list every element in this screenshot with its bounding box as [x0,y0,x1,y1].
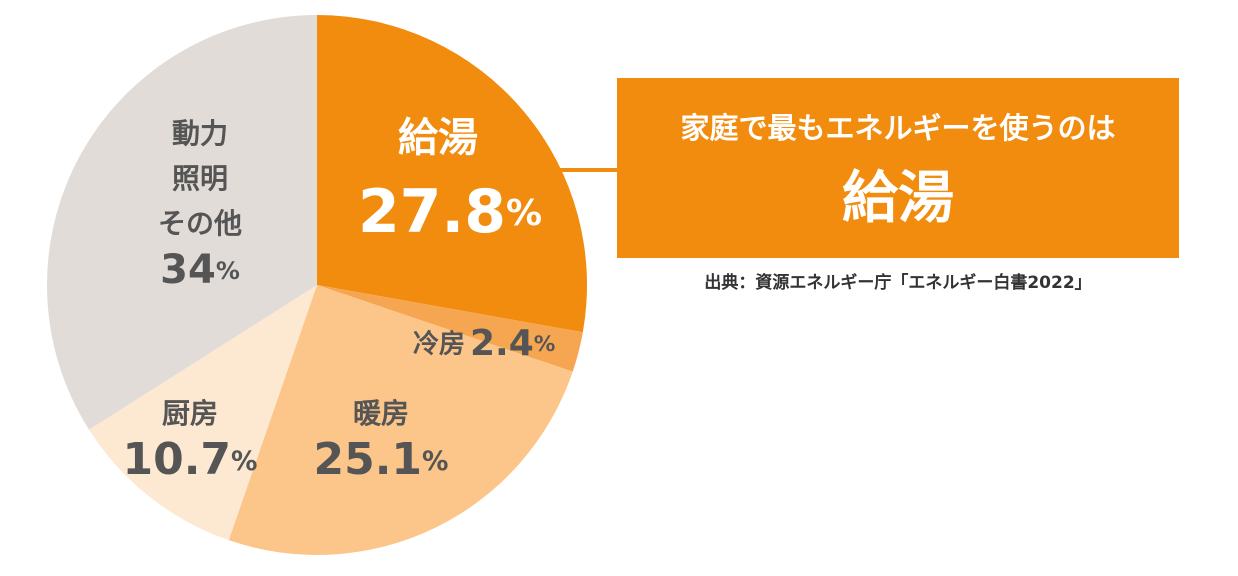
slice-name: 暖房 [353,397,409,430]
slice [317,285,583,372]
callout-highlight: 給湯 [842,166,954,231]
source: 出典：資源エネルギー庁「エネルギー白書2022」 [704,272,1091,293]
value-label: 10.7% [122,434,257,485]
callout-text: 家庭で最もエネルギーを使うのは [680,111,1115,145]
value-label: 2.4% [470,323,555,364]
value-label: 27.8% [358,177,542,247]
slice [89,285,317,541]
slice-name: 冷房 [413,329,465,360]
callout-box [617,78,1179,258]
slice [47,15,317,430]
value-label: 34% [160,247,240,293]
slice-name: 動力照明その他 [158,117,242,240]
slice [228,285,573,556]
pie: 給湯 27.8% 冷房 2.4% 暖房 25.1% 厨房 10.7% 動力照明その他 34% [47,15,588,556]
slice [317,15,588,333]
slice-name: 給湯 [398,115,478,161]
value-label: 25.1% [313,434,448,485]
slice-name: 厨房 [162,397,218,430]
